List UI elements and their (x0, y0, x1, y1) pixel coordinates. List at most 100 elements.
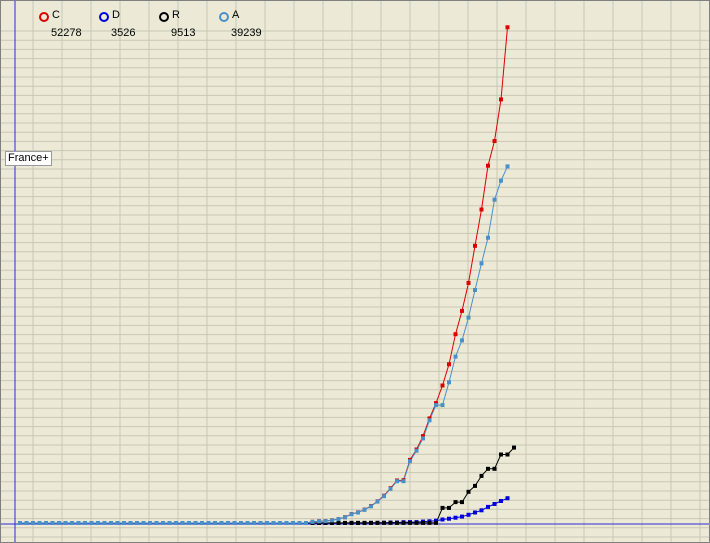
data-point-r (440, 505, 445, 510)
data-point-c (440, 383, 445, 388)
data-point-a (271, 521, 276, 525)
series-line-a (20, 166, 508, 524)
data-point-a (291, 521, 295, 525)
data-point-a (122, 521, 126, 525)
legend-name-a: A (232, 9, 240, 21)
data-point-a (161, 521, 165, 525)
data-point-a (187, 521, 191, 525)
data-point-r (336, 520, 341, 525)
data-point-a (440, 403, 445, 408)
data-point-a (447, 380, 451, 385)
data-point-d (486, 504, 490, 509)
data-point-a (76, 521, 81, 525)
data-point-d (447, 516, 451, 521)
data-point-c (505, 25, 510, 30)
data-point-r (330, 520, 334, 525)
data-point-a (304, 521, 308, 525)
data-point-c (479, 207, 484, 212)
data-point-r (356, 520, 360, 525)
data-point-r (453, 500, 458, 505)
data-point-a (336, 517, 341, 522)
legend-name-d: D (112, 9, 120, 21)
data-point-a (18, 521, 22, 525)
data-point-a (284, 521, 289, 525)
series-line-c (20, 27, 508, 524)
data-point-r (460, 500, 464, 505)
data-point-a (362, 507, 367, 512)
data-point-r (421, 520, 425, 525)
data-point-d (499, 499, 503, 503)
data-point-r (486, 466, 490, 471)
legend-name-r: R (172, 9, 180, 21)
data-point-a (388, 486, 393, 491)
legend-value-d: 3526 (111, 27, 136, 39)
data-point-a (330, 518, 334, 523)
data-point-a (505, 164, 510, 169)
data-point-r (408, 520, 412, 525)
legend-value-a: 39239 (231, 27, 262, 39)
data-point-a (434, 403, 438, 408)
data-point-a (135, 521, 139, 525)
data-point-a (349, 512, 354, 517)
series-lines (20, 27, 515, 524)
data-point-a (200, 521, 204, 525)
data-point-a (460, 338, 464, 343)
data-point-a (213, 521, 217, 525)
data-point-a (154, 521, 159, 525)
series-line-r (20, 447, 515, 524)
data-point-a (141, 521, 146, 525)
data-point-a (219, 521, 224, 525)
data-point-d (492, 502, 497, 506)
data-point-a (395, 479, 399, 484)
data-point-a (278, 521, 282, 525)
legend-value-c: 52278 (51, 27, 82, 39)
data-point-r (499, 452, 503, 457)
data-point-a (369, 504, 373, 509)
data-point-r (466, 489, 471, 494)
data-point-c (453, 332, 458, 337)
data-point-r (479, 473, 484, 478)
data-point-c (421, 434, 425, 439)
data-point-a (408, 459, 412, 464)
data-point-a (479, 261, 484, 266)
data-point-a (427, 418, 432, 423)
data-point-a (128, 521, 133, 525)
data-point-a (31, 521, 35, 525)
data-point-a (401, 479, 406, 484)
data-point-d (453, 515, 458, 520)
data-point-a (382, 494, 386, 499)
data-point-a (206, 521, 211, 525)
data-point-a (180, 521, 185, 525)
data-point-a (50, 521, 55, 525)
data-point-c (473, 243, 477, 248)
data-point-a (63, 521, 68, 525)
data-point-a (414, 448, 419, 453)
legend-name-c: C (52, 9, 60, 21)
data-point-a (492, 197, 497, 202)
data-point-r (362, 520, 367, 525)
data-point-a (252, 521, 256, 525)
data-point-a (148, 521, 152, 525)
legend-marker-d (99, 12, 109, 22)
data-point-r (414, 520, 419, 525)
data-point-a (57, 521, 61, 525)
data-point-r (395, 520, 399, 525)
data-point-a (375, 499, 380, 504)
series-points (18, 25, 516, 525)
data-point-d (473, 510, 477, 515)
data-point-a (466, 315, 471, 320)
data-point-d (440, 517, 445, 522)
data-point-a (44, 521, 48, 525)
data-point-r (512, 445, 516, 450)
data-point-a (356, 510, 360, 515)
data-point-c (499, 97, 503, 102)
data-point-c (466, 281, 471, 285)
data-point-r (401, 520, 406, 525)
data-point-a (174, 521, 178, 525)
data-point-r (343, 520, 347, 525)
data-point-a (24, 521, 29, 525)
data-point-r (369, 520, 373, 525)
data-point-a (473, 288, 477, 292)
